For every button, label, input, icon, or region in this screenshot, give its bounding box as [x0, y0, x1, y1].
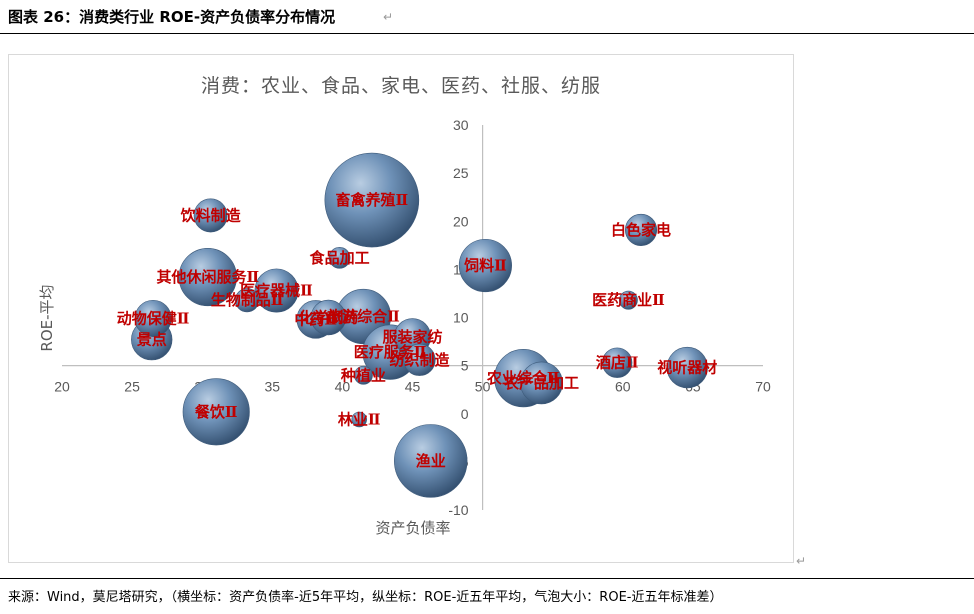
x-tick-label: 40	[335, 379, 351, 395]
data-label: 种植业	[340, 366, 386, 384]
data-label: 动物保健Ⅱ	[117, 309, 190, 327]
data-bubble	[602, 347, 633, 378]
data-bubble	[458, 238, 512, 293]
data-bubble	[354, 365, 373, 385]
data-bubble	[624, 213, 658, 246]
data-label: 餐饮Ⅱ	[195, 403, 238, 421]
data-label: 化学制药	[298, 309, 358, 327]
x-tick-label: 70	[755, 379, 771, 395]
data-label: 饮料制造	[180, 206, 241, 224]
data-label: 中药Ⅱ	[294, 310, 337, 328]
data-bubble	[324, 152, 420, 248]
data-label: 旅游综合Ⅱ	[327, 308, 400, 326]
y-tick-label: 20	[453, 213, 469, 229]
data-label: 医药商业Ⅱ	[592, 291, 665, 309]
chart-title: 消费：农业、食品、家电、医药、社服、纺服	[201, 75, 601, 97]
data-label: 渔业	[416, 452, 446, 470]
data-bubble	[619, 290, 638, 310]
data-label: 生物制品Ⅱ	[211, 291, 284, 309]
data-label: 饲料Ⅱ	[463, 257, 507, 275]
x-tick-label: 60	[615, 379, 631, 395]
y-axis-title: ROE-平均	[38, 284, 56, 351]
bubbles-layer	[131, 152, 708, 498]
data-bubble	[254, 268, 299, 313]
y-tick-label: 25	[453, 165, 469, 181]
data-label: 视听器材	[657, 359, 717, 377]
data-label: 纺织制造	[390, 351, 450, 369]
y-tick-label: 10	[453, 310, 469, 326]
data-bubble	[193, 198, 228, 233]
data-bubble	[403, 343, 436, 376]
data-bubble	[178, 247, 237, 307]
source-note: 来源：Wind，莫尼塔研究，（横坐标：资产负债率-近5年平均，纵坐标：ROE-近…	[8, 590, 723, 605]
x-tick-label: 35	[265, 379, 281, 395]
x-tick-label: 50	[475, 379, 491, 395]
x-tick-label: 45	[405, 379, 421, 395]
data-bubble	[182, 378, 250, 446]
data-label: 畜禽养殖Ⅱ	[336, 191, 409, 209]
x-axis-title: 资产负债率	[375, 519, 450, 537]
chart-frame	[8, 54, 794, 563]
data-bubble	[394, 424, 468, 498]
data-label: 农业综合Ⅱ	[486, 369, 560, 387]
data-label: 医疗器械Ⅱ	[240, 282, 313, 300]
data-label: 景点	[137, 331, 167, 349]
data-bubble	[666, 346, 708, 389]
data-label: 农产品加工	[503, 374, 579, 392]
figure-title: 图表 26：消费类行业 ROE-资产负债率分布情况	[8, 8, 336, 26]
x-tick-label: 25	[124, 379, 140, 395]
data-label: 服装家纺	[382, 328, 442, 346]
data-label: 医疗服务Ⅱ	[354, 343, 427, 361]
data-bubble	[351, 411, 367, 428]
data-bubble	[520, 361, 563, 405]
paragraph-mark-icon: ↵	[383, 10, 394, 24]
data-bubble	[134, 299, 172, 337]
data-label: 其他休闲服务Ⅱ	[156, 268, 259, 286]
y-tick-label: -10	[448, 502, 468, 518]
header-rule	[0, 33, 974, 34]
y-tick-label: 0	[461, 406, 469, 422]
x-tick-label: 20	[54, 379, 70, 395]
y-tick-label: 5	[461, 358, 469, 374]
footer-rule	[0, 578, 974, 579]
data-bubble	[235, 288, 260, 313]
data-bubble	[310, 299, 347, 336]
data-label: 林业Ⅱ	[338, 411, 381, 429]
data-label: 酒店Ⅱ	[596, 354, 639, 372]
data-bubble	[328, 247, 351, 269]
y-tick-label: 30	[453, 117, 469, 133]
data-label: 白色家电	[611, 221, 671, 239]
data-label: 食品加工	[310, 249, 370, 267]
paragraph-mark-icon: ↵	[796, 554, 807, 568]
